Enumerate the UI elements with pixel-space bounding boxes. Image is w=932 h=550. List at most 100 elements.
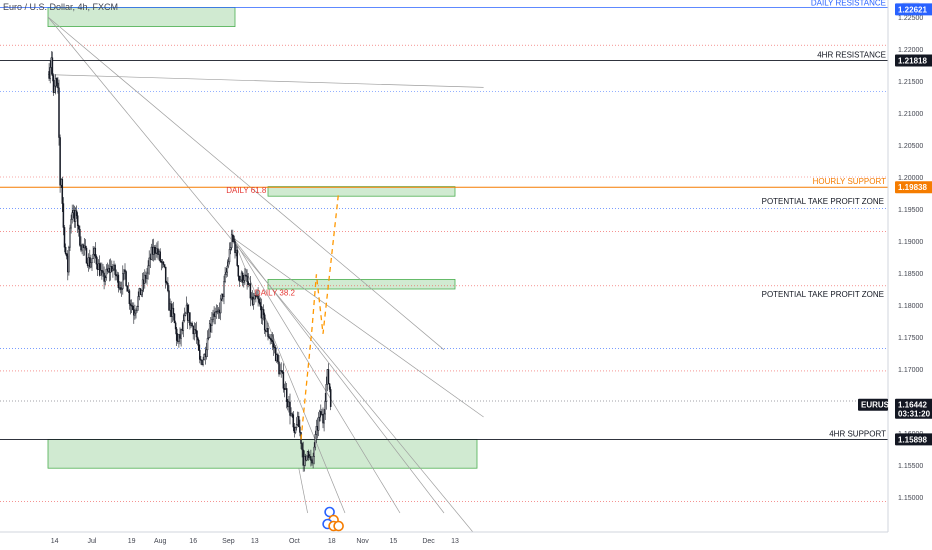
candle-body-225 <box>295 424 298 428</box>
candle-body-187 <box>254 295 256 300</box>
candle-body-70 <box>125 271 127 287</box>
candle-body-156 <box>219 298 222 314</box>
candle-body-151 <box>214 311 216 317</box>
candle-body-252 <box>325 384 328 402</box>
candle-body-232 <box>303 456 306 466</box>
event-icon-4 <box>333 520 344 532</box>
candle-body-172 <box>237 265 240 277</box>
candle-body-137 <box>199 350 201 360</box>
annotation-layer: POTENTIAL TAKE PROFIT ZONE POTENTIAL TAKE… <box>226 0 886 438</box>
candle-body-63 <box>117 274 120 288</box>
candle-body-113 <box>172 307 175 315</box>
candle-body-251 <box>324 401 326 415</box>
candle-body-123 <box>183 315 186 321</box>
candle-body-43 <box>95 255 98 265</box>
candle-body-0 <box>48 71 50 79</box>
x-tick-6: 13 <box>251 538 259 545</box>
level-tag-bg-3 <box>895 3 932 16</box>
candle-body-161 <box>225 271 227 275</box>
candle-body-26 <box>76 215 79 227</box>
symbol-tag-bg <box>858 398 888 411</box>
candle-body-228 <box>299 426 301 433</box>
symbol-tag: EURUSD <box>861 401 895 410</box>
candle-body-224 <box>294 427 297 433</box>
trendline-3 <box>232 237 445 514</box>
daily-resistance-label: DAILY RESISTANCE <box>811 0 886 7</box>
candle-body-42 <box>94 247 97 257</box>
y-tick-6: 1.19500 <box>898 207 923 214</box>
y-tick-4: 1.20500 <box>898 143 923 150</box>
candle-body-76 <box>131 305 134 310</box>
dotted-level-layer <box>0 44 888 502</box>
candle-body-75 <box>130 305 133 307</box>
candle-body-27 <box>78 225 80 230</box>
candle-body-109 <box>168 290 170 311</box>
projection-layer <box>300 194 340 440</box>
candle-body-106 <box>164 266 167 283</box>
chart-title: Euro / U.S. Dollar, 4h, FXCM <box>3 2 119 12</box>
level-tag-0: 1.21818 <box>898 57 927 66</box>
candle-body-177 <box>243 280 245 283</box>
candle-body-36 <box>87 257 90 266</box>
candle-body-124 <box>184 312 187 316</box>
candle-body-148 <box>211 319 213 326</box>
candle-body-102 <box>160 260 163 263</box>
level-tag-3: 1.22621 <box>898 5 927 14</box>
candle-body-8 <box>57 82 59 89</box>
candle-body-162 <box>226 265 229 273</box>
price-axis: 1.22500 1.22000 1.21500 1.21000 1.20500 1.200… <box>858 0 932 550</box>
x-tick-1: Jul <box>88 538 97 545</box>
candle-body-71 <box>126 285 128 292</box>
y-tick-15: 1.15000 <box>898 495 923 502</box>
candle-body-250 <box>323 413 325 424</box>
candle-body-200 <box>268 336 270 339</box>
x-tick-9: Nov <box>356 538 369 545</box>
level-tag-bg-1 <box>895 181 932 194</box>
candle-body-128 <box>189 312 191 326</box>
trendline-1 <box>47 74 484 88</box>
candle-body-115 <box>174 322 177 330</box>
candle-body-91 <box>148 257 150 267</box>
candle-body-46 <box>98 263 101 276</box>
x-tick-7: Oct <box>289 538 300 545</box>
candle-body-39 <box>91 258 93 264</box>
candle-body-66 <box>120 288 123 290</box>
candle-body-171 <box>236 249 238 266</box>
fib-label-1: DAILY 38.2 <box>255 288 296 297</box>
candle-body-97 <box>155 252 157 255</box>
x-tick-10: 15 <box>390 538 398 545</box>
candle-body-49 <box>102 270 104 274</box>
candle-body-216 <box>285 388 288 402</box>
candle-body-153 <box>216 310 219 313</box>
candle-body-15 <box>64 246 67 254</box>
candle-body-159 <box>223 281 225 297</box>
candle-body-140 <box>202 359 204 365</box>
candle-body-107 <box>166 282 168 284</box>
candle-body-38 <box>90 262 92 268</box>
level-tag-bg-2 <box>895 433 932 446</box>
candle-body-238 <box>310 456 312 461</box>
y-tick-8: 1.18500 <box>898 271 923 278</box>
candle-body-183 <box>249 283 252 299</box>
candle-body-47 <box>100 270 102 276</box>
candle-body-176 <box>241 272 244 283</box>
event-icons <box>322 506 344 532</box>
candle-body-191 <box>258 298 260 303</box>
candle-body-20 <box>70 219 72 229</box>
candle-body-105 <box>163 264 166 268</box>
x-tick-3: Aug <box>154 538 167 545</box>
candle-body-130 <box>191 323 193 327</box>
candle-body-149 <box>212 313 214 320</box>
level-label-1: HOURLY SUPPORT <box>813 177 886 186</box>
candle-body-168 <box>233 236 235 242</box>
level-label-0: 4HR RESISTANCE <box>817 51 886 60</box>
candle-body-186 <box>252 298 255 305</box>
candle-body-56 <box>109 266 112 273</box>
zone-3 <box>47 438 478 469</box>
trendline-layer <box>47 16 484 532</box>
candle-body-255 <box>328 383 331 390</box>
candle-body-166 <box>230 234 233 248</box>
candle-body-2 <box>50 57 53 68</box>
candle-body-167 <box>232 234 234 237</box>
